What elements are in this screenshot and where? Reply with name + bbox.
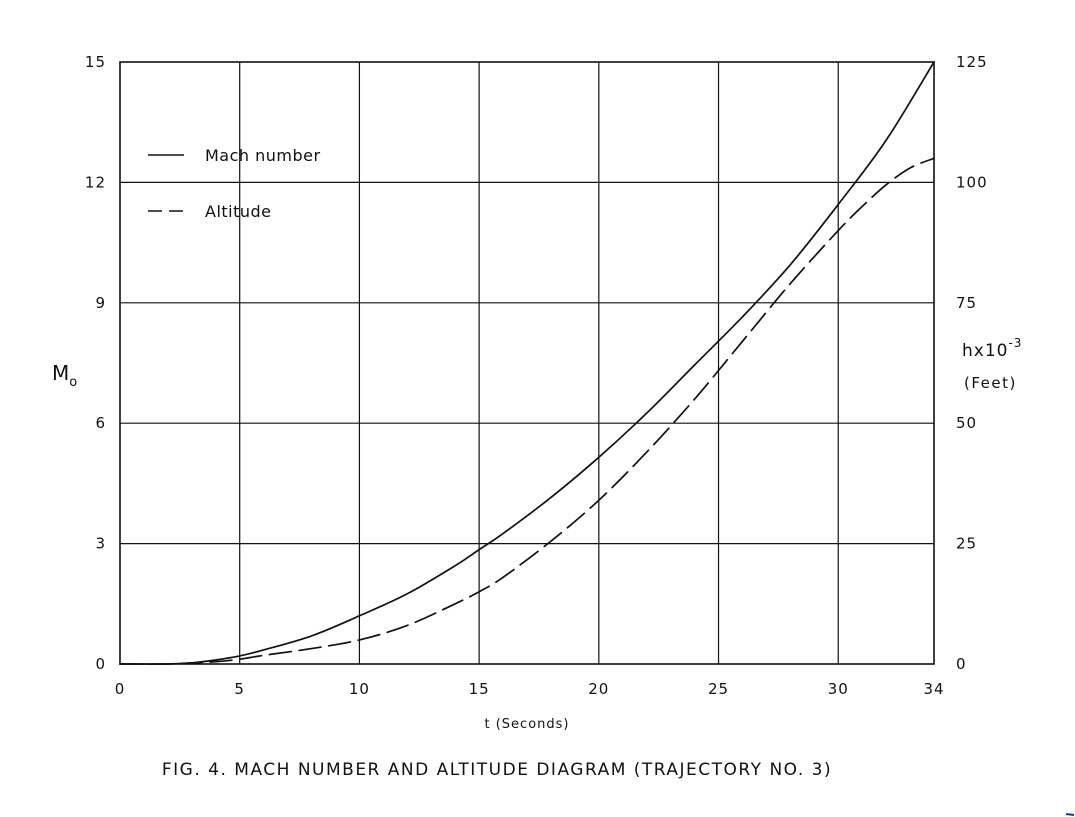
plot-area	[119, 61, 935, 665]
figure-caption: FIG. 4. MACH NUMBER AND ALTITUDE DIAGRAM…	[162, 760, 832, 780]
y-right-tick-labels: 0 25 50 75 100 125	[956, 53, 988, 673]
x-axis-label: t (Seconds)	[485, 717, 570, 732]
y-left-tick-label: 9	[95, 294, 106, 312]
x-tick-label: 0	[115, 680, 126, 698]
y-left-tick-label: 15	[85, 53, 106, 71]
y-right-tick-label: 125	[956, 53, 988, 71]
y-right-tick-label: 0	[956, 655, 967, 673]
y-right-tick-label: 75	[956, 294, 977, 312]
grid	[120, 62, 934, 664]
y-right-label-exp: -3	[1008, 336, 1022, 350]
legend-label-altitude: Altitude	[205, 202, 272, 221]
y-left-label-sub: o	[69, 375, 77, 390]
y-right-tick-label: 100	[956, 173, 988, 191]
y-right-axis-label: hx10-3	[962, 336, 1022, 361]
legend: Mach number Altitude	[148, 146, 321, 221]
y-right-tick-label: 25	[956, 535, 977, 553]
y-left-axis-label: Mo	[52, 361, 77, 390]
y-left-tick-label: 3	[95, 535, 106, 553]
x-tick-label: 10	[349, 680, 370, 698]
mach-number-series-line	[119, 61, 935, 665]
x-tick-label: 34	[923, 680, 944, 698]
y-right-label-main: hx10	[962, 341, 1008, 361]
y-left-tick-labels: 0 3 6 9 12 15	[85, 53, 106, 673]
y-right-tick-label: 50	[956, 414, 977, 432]
x-tick-label: 30	[828, 680, 849, 698]
y-left-tick-label: 0	[95, 655, 106, 673]
altitude-series-line	[119, 157, 935, 666]
x-tick-label: 15	[469, 680, 490, 698]
scan-mark	[1065, 813, 1075, 816]
y-left-label-main: M	[52, 361, 69, 385]
y-right-axis-unit: (Feet)	[964, 374, 1017, 392]
x-tick-label: 5	[234, 680, 245, 698]
x-tick-label: 25	[708, 680, 729, 698]
legend-label-mach: Mach number	[205, 146, 321, 165]
series-layer	[119, 61, 935, 666]
y-left-tick-label: 12	[85, 173, 106, 191]
y-left-tick-label: 6	[95, 414, 106, 432]
x-tick-labels: 0 5 10 15 20 25 30 34	[115, 680, 944, 698]
x-tick-label: 20	[588, 680, 609, 698]
